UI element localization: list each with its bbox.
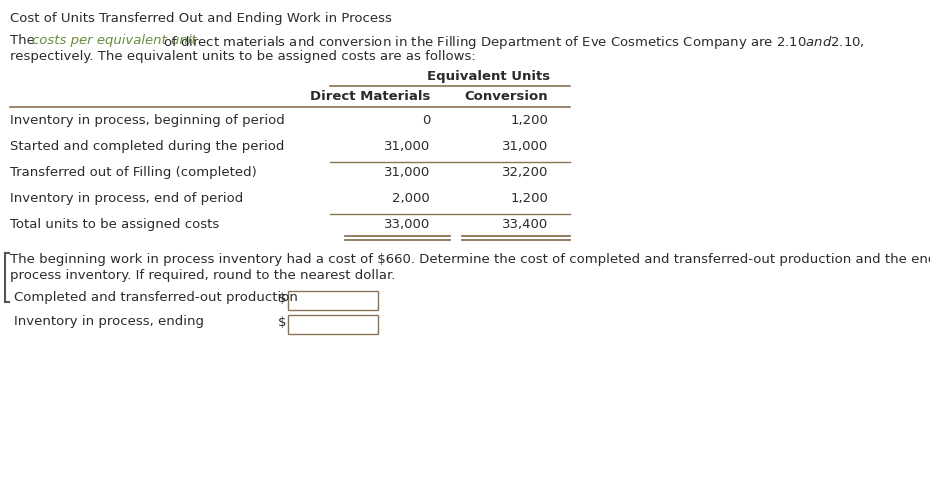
Text: The beginning work in process inventory had a cost of $660. Determine the cost o: The beginning work in process inventory … — [10, 254, 930, 267]
Text: Equivalent Units: Equivalent Units — [428, 70, 551, 83]
Text: Direct Materials: Direct Materials — [310, 90, 430, 103]
Text: of direct materials and conversion in the Filling Department of Eve Cosmetics Co: of direct materials and conversion in th… — [159, 34, 865, 51]
Text: Transferred out of Filling (completed): Transferred out of Filling (completed) — [10, 166, 257, 179]
Text: process inventory. If required, round to the nearest dollar.: process inventory. If required, round to… — [10, 270, 395, 283]
Text: 1,200: 1,200 — [511, 192, 548, 205]
Text: Cost of Units Transferred Out and Ending Work in Process: Cost of Units Transferred Out and Ending… — [10, 12, 392, 25]
Text: 32,200: 32,200 — [501, 166, 548, 179]
Text: The: The — [10, 34, 39, 47]
Text: 31,000: 31,000 — [384, 140, 430, 153]
Text: Started and completed during the period: Started and completed during the period — [10, 140, 285, 153]
Text: 0: 0 — [421, 114, 430, 127]
Text: Inventory in process, ending: Inventory in process, ending — [14, 316, 204, 329]
Text: 1,200: 1,200 — [511, 114, 548, 127]
FancyBboxPatch shape — [288, 314, 378, 334]
Text: Inventory in process, beginning of period: Inventory in process, beginning of perio… — [10, 114, 285, 127]
Text: Conversion: Conversion — [464, 90, 548, 103]
Text: 31,000: 31,000 — [384, 166, 430, 179]
Text: Total units to be assigned costs: Total units to be assigned costs — [10, 218, 219, 231]
Text: $: $ — [278, 317, 286, 330]
Text: 2,000: 2,000 — [392, 192, 430, 205]
Text: Completed and transferred-out production: Completed and transferred-out production — [14, 291, 298, 304]
FancyBboxPatch shape — [288, 290, 378, 309]
Text: 33,400: 33,400 — [502, 218, 548, 231]
Text: costs per equivalent unit: costs per equivalent unit — [32, 34, 196, 47]
Text: 33,000: 33,000 — [384, 218, 430, 231]
Text: $: $ — [278, 292, 286, 305]
Text: Inventory in process, end of period: Inventory in process, end of period — [10, 192, 244, 205]
Text: respectively. The equivalent units to be assigned costs are as follows:: respectively. The equivalent units to be… — [10, 50, 476, 63]
Text: 31,000: 31,000 — [502, 140, 548, 153]
